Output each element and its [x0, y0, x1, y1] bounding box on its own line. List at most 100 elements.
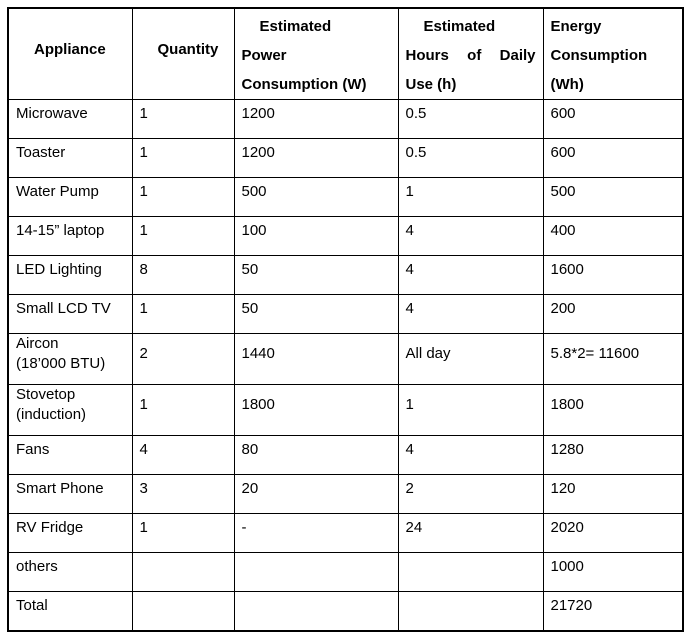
cell-energy: 1000	[550, 558, 584, 575]
table-row: Fans 4 80 4 1280	[7, 435, 684, 475]
cell-power: 100	[241, 222, 267, 239]
header-line: (Wh)	[550, 76, 584, 93]
cell-appliance: Microwave	[16, 105, 88, 122]
cell-quantity: 2	[139, 345, 148, 362]
cell-energy-td: 200	[542, 294, 684, 334]
cell-hours: All day	[405, 345, 451, 362]
header-cell-quantity: Quantity	[131, 7, 235, 100]
cell-quantity-td: 1	[131, 99, 235, 139]
header-line: Energy	[550, 18, 602, 35]
header-line: Estimated	[423, 18, 496, 35]
cell-energy-td: 120	[542, 474, 684, 514]
cell-quantity: 1	[139, 396, 148, 413]
cell-hours-td: 4	[397, 216, 544, 256]
table-row: Smart Phone 3 20 2 120	[7, 474, 684, 514]
cell-quantity: 8	[139, 261, 148, 278]
cell-hours-td: 1	[397, 384, 544, 436]
cell-hours-td: 4	[397, 255, 544, 295]
cell-energy-td: 500	[542, 177, 684, 217]
cell-energy-td: 1280	[542, 435, 684, 475]
cell-hours-td: 2	[397, 474, 544, 514]
cell-power-td: 100	[233, 216, 399, 256]
cell-quantity-td	[131, 591, 235, 631]
cell-energy: 600	[550, 144, 576, 161]
cell-power: 1440	[241, 345, 275, 362]
header-label-appliance: Appliance	[34, 40, 106, 58]
cell-hours-td	[397, 591, 544, 631]
cell-hours-td: All day	[397, 333, 544, 385]
table-row: 14-15” laptop 1 100 4 400	[7, 216, 684, 256]
cell-power-td	[233, 591, 399, 631]
cell-energy: 500	[550, 183, 576, 200]
cell-hours-td: 24	[397, 513, 544, 553]
cell-power: 1200	[241, 105, 275, 122]
cell-appliance: Water Pump	[16, 183, 99, 200]
cell-appliance-td: Toaster	[7, 138, 133, 178]
table-body: Microwave 1 1200 0.5 600 Toaster 1 1200 …	[7, 99, 684, 631]
cell-appliance-td: RV Fridge	[7, 513, 133, 553]
cell-hours-td: 0.5	[397, 138, 544, 178]
cell-appliance: Total	[16, 596, 48, 614]
cell-appliance-td: LED Lighting	[7, 255, 133, 295]
table-row: Toaster 1 1200 0.5 600	[7, 138, 684, 178]
cell-appliance-td: Small LCD TV	[7, 294, 133, 334]
cell-energy: 1600	[550, 261, 584, 278]
cell-power: 50	[241, 261, 259, 278]
header-cell-energy: Energy Consumption (Wh)	[542, 7, 684, 100]
cell-quantity-td: 1	[131, 216, 235, 256]
cell-hours: 4	[405, 300, 414, 317]
cell-quantity-td: 3	[131, 474, 235, 514]
cell-power-td: 1440	[233, 333, 399, 385]
cell-power-td: 1200	[233, 138, 399, 178]
cell-appliance-td: Fans	[7, 435, 133, 475]
cell-power: 1200	[241, 144, 275, 161]
table-row: LED Lighting 8 50 4 1600	[7, 255, 684, 295]
cell-hours: 2	[405, 480, 414, 497]
cell-quantity: 4	[139, 441, 148, 458]
cell-quantity: 3	[139, 480, 148, 497]
table-row: Water Pump 1 500 1 500	[7, 177, 684, 217]
cell-appliance: Aircon (18’000 BTU)	[16, 335, 106, 372]
cell-appliance-td: Smart Phone	[7, 474, 133, 514]
cell-appliance-td: Stovetop (induction)	[7, 384, 133, 436]
cell-power-td	[233, 552, 399, 592]
cell-energy: 21720	[550, 596, 593, 614]
table-row: Small LCD TV 1 50 4 200	[7, 294, 684, 334]
header-cell-power: Estimated Power Consumption (W)	[233, 7, 399, 100]
cell-energy: 5.8*2= 11600	[550, 345, 640, 362]
appliance-energy-table: Appliance Quantity Estimated Power Consu…	[7, 7, 684, 632]
cell-energy: 400	[550, 222, 576, 239]
cell-power: 20	[241, 480, 259, 497]
cell-hours: 1	[405, 396, 414, 413]
cell-quantity-td: 8	[131, 255, 235, 295]
header-line: Consumption (W)	[241, 76, 367, 93]
cell-power-td: 20	[233, 474, 399, 514]
cell-power: 50	[241, 300, 259, 317]
cell-quantity: 1	[139, 183, 148, 200]
cell-power-td: -	[233, 513, 399, 553]
cell-hours: 4	[405, 261, 414, 278]
cell-energy-td: 2020	[542, 513, 684, 553]
cell-appliance: Toaster	[16, 144, 66, 161]
cell-power-td: 50	[233, 255, 399, 295]
cell-energy-td: 1600	[542, 255, 684, 295]
cell-quantity-td	[131, 552, 235, 592]
cell-appliance-td: Aircon (18’000 BTU)	[7, 333, 133, 385]
cell-energy: 2020	[550, 519, 584, 536]
cell-energy: 1800	[550, 396, 584, 413]
cell-quantity: 1	[139, 105, 148, 122]
cell-hours: 1	[405, 183, 414, 200]
cell-appliance: Small LCD TV	[16, 300, 111, 317]
table-row: Aircon (18’000 BTU) 2 1440 All day 5.8*2…	[7, 333, 684, 385]
cell-power: 500	[241, 183, 267, 200]
table-row: others 1000	[7, 552, 684, 592]
cell-appliance: 14-15” laptop	[16, 222, 105, 239]
header-line: Estimated	[259, 18, 332, 35]
header-row: Appliance Quantity Estimated Power Consu…	[7, 7, 684, 100]
cell-quantity-td: 1	[131, 177, 235, 217]
cell-appliance: others	[16, 558, 58, 575]
cell-energy: 200	[550, 300, 576, 317]
cell-power-td: 1200	[233, 99, 399, 139]
